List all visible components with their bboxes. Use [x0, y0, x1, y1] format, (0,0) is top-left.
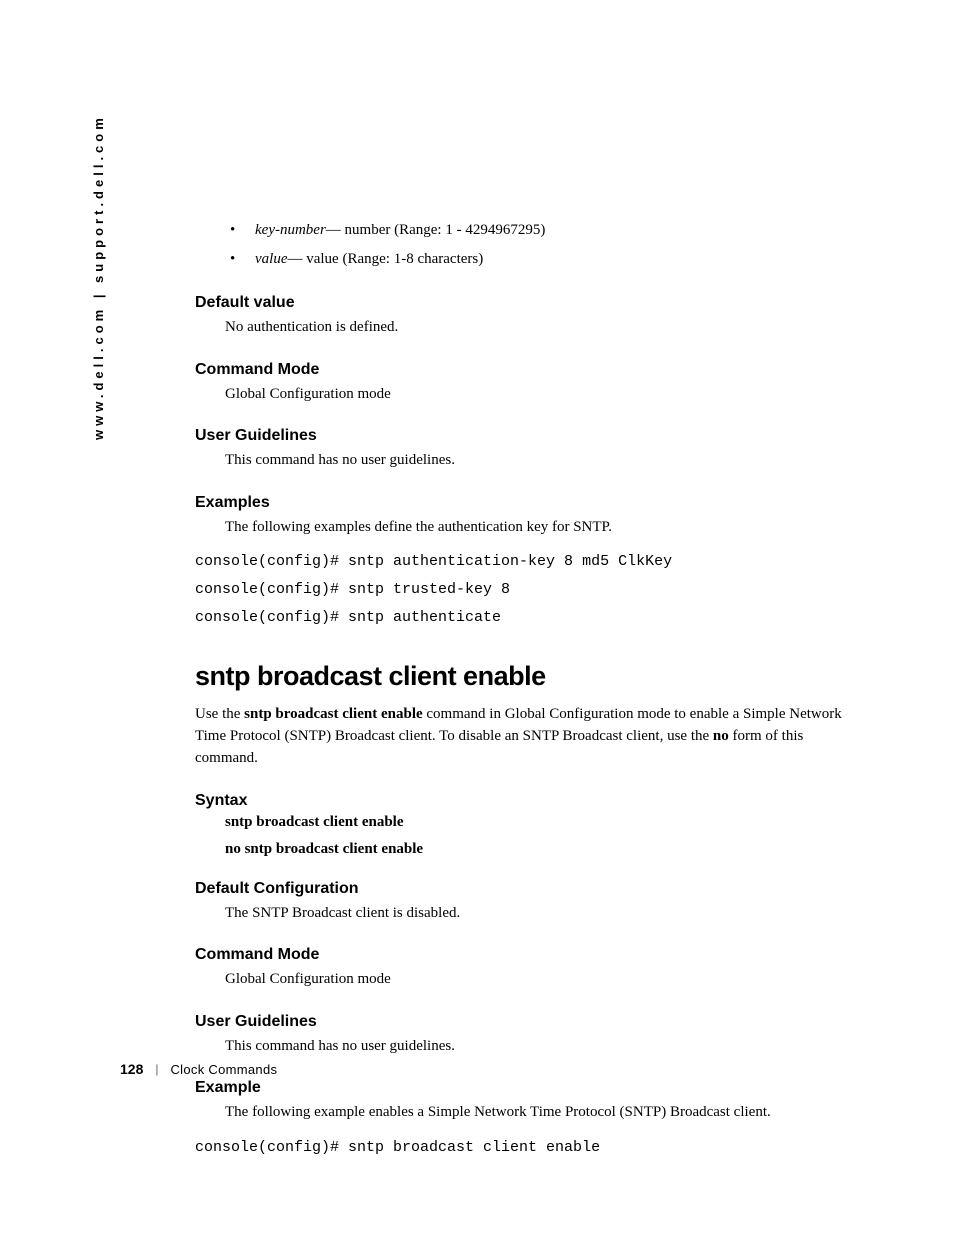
- default-value-body: No authentication is defined.: [225, 316, 865, 339]
- command-title: sntp broadcast client enable: [195, 661, 865, 692]
- syntax-command: sntp broadcast client enable: [225, 814, 865, 831]
- parameter-list: key-number— number (Range: 1 - 429496729…: [225, 218, 865, 272]
- command-mode-heading: Command Mode: [195, 361, 865, 379]
- syntax-command: no sntp broadcast client enable: [225, 841, 865, 858]
- user-guidelines-body-2: This command has no user guidelines.: [225, 1035, 865, 1058]
- code-example-2: console(config)# sntp broadcast client e…: [195, 1134, 865, 1162]
- example-body: The following example enables a Simple N…: [225, 1101, 865, 1124]
- code-example: console(config)# sntp authentication-key…: [195, 548, 865, 631]
- user-guidelines-body: This command has no user guidelines.: [225, 449, 865, 472]
- command-description: Use the sntp broadcast client enable com…: [195, 704, 865, 769]
- footer-section-name: Clock Commands: [170, 1062, 277, 1077]
- user-guidelines-heading: User Guidelines: [195, 427, 865, 445]
- param-desc: — number (Range: 1 - 4294967295): [326, 222, 546, 238]
- code-line: console(config)# sntp authenticate: [195, 604, 865, 632]
- page-number: 128: [120, 1061, 143, 1077]
- example-heading: Example: [195, 1079, 865, 1097]
- param-term: value: [255, 251, 287, 267]
- desc-command: sntp broadcast client enable: [244, 706, 422, 722]
- page-footer: 128 | Clock Commands: [120, 1061, 277, 1077]
- examples-heading: Examples: [195, 494, 865, 512]
- page-content: key-number— number (Range: 1 - 429496729…: [195, 218, 865, 1165]
- default-config-body: The SNTP Broadcast client is disabled.: [225, 902, 865, 925]
- param-desc: — value (Range: 1-8 characters): [287, 251, 483, 267]
- desc-text: Use the: [195, 706, 244, 722]
- footer-divider: |: [155, 1062, 158, 1076]
- desc-keyword: no: [713, 728, 729, 744]
- examples-body: The following examples define the authen…: [225, 516, 865, 539]
- code-line: console(config)# sntp broadcast client e…: [195, 1134, 865, 1162]
- command-mode-heading-2: Command Mode: [195, 946, 865, 964]
- default-config-heading: Default Configuration: [195, 880, 865, 898]
- command-mode-body: Global Configuration mode: [225, 383, 865, 406]
- sidebar-url: www.dell.com | support.dell.com: [91, 114, 106, 440]
- default-value-heading: Default value: [195, 294, 865, 312]
- list-item: key-number— number (Range: 1 - 429496729…: [225, 218, 865, 244]
- command-mode-body-2: Global Configuration mode: [225, 968, 865, 991]
- param-term: key-number: [255, 222, 326, 238]
- code-line: console(config)# sntp trusted-key 8: [195, 576, 865, 604]
- syntax-heading: Syntax: [195, 792, 865, 810]
- code-line: console(config)# sntp authentication-key…: [195, 548, 865, 576]
- list-item: value— value (Range: 1-8 characters): [225, 247, 865, 273]
- user-guidelines-heading-2: User Guidelines: [195, 1013, 865, 1031]
